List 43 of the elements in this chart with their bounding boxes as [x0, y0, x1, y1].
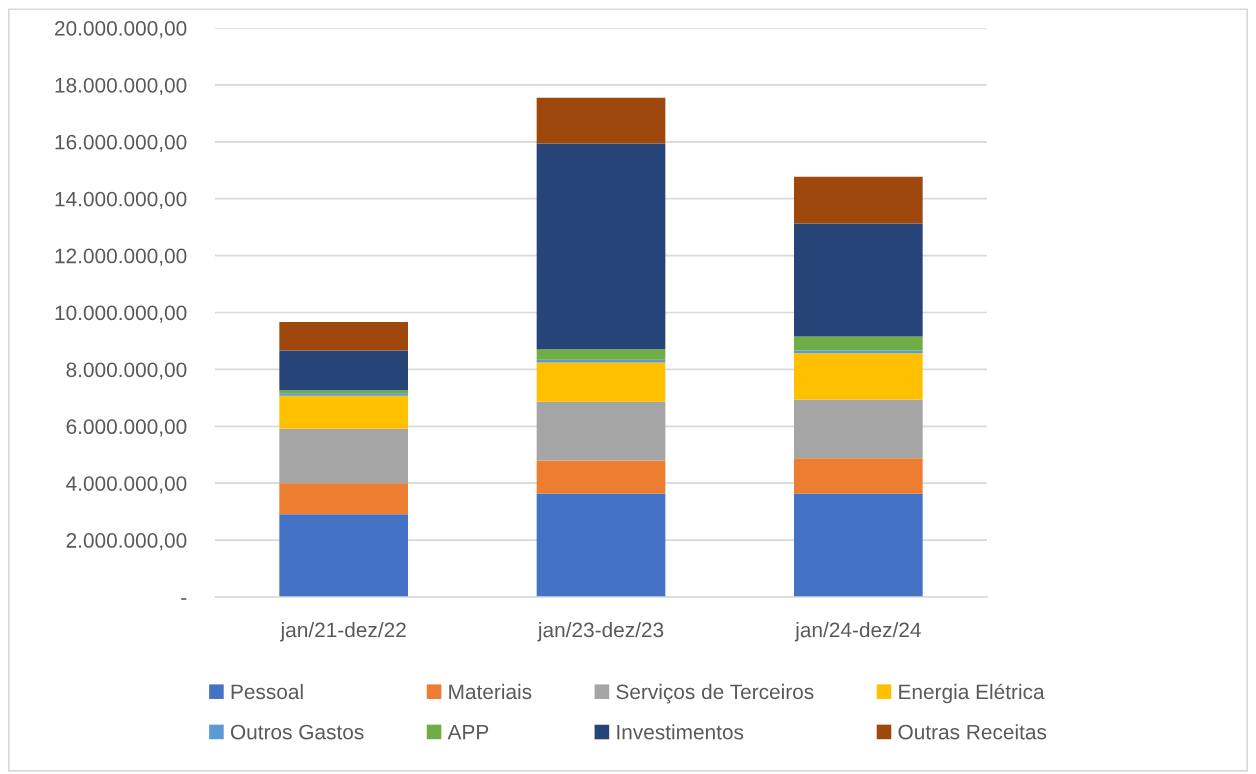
- bar: [536, 349, 666, 360]
- x-tick-label: jan/23-dez/23: [537, 622, 664, 642]
- bar: [536, 401, 666, 461]
- y-tick-label: 18.000.000,00: [55, 77, 187, 96]
- y-tick-label: 20.000.000,00: [55, 21, 187, 39]
- y-tick-label: 8.000.000,00: [66, 362, 187, 380]
- bar: [794, 458, 923, 494]
- y-tick-label: 14.000.000,00: [55, 191, 187, 209]
- bar: [536, 97, 666, 144]
- x-tick-label: jan/21-dez/22: [280, 622, 406, 642]
- legend-label: Materiais: [449, 683, 532, 700]
- legend-label: Serviços de Terceiros: [616, 683, 814, 704]
- y-tick-label: 2.000.000,00: [66, 533, 187, 551]
- y-tick-label: 4.000.000,00: [66, 476, 187, 494]
- bar: [279, 483, 408, 515]
- y-tick-label: 16.000.000,00: [55, 134, 187, 153]
- bar: [279, 428, 408, 484]
- legend-label: Energia Elétrica: [899, 683, 1045, 704]
- y-tick-label: 12.000.000,00: [55, 248, 187, 266]
- y-tick-label: 10.000.000,00: [55, 305, 187, 323]
- bar: [794, 223, 923, 337]
- legend-label: Pessoal: [231, 683, 303, 700]
- legend-label: Investimentos: [617, 724, 744, 740]
- bar: [794, 493, 923, 597]
- bar: [794, 353, 923, 400]
- bar: [794, 399, 923, 459]
- y-tick-label: -: [181, 598, 187, 600]
- bar: [536, 493, 666, 597]
- bar: [279, 350, 408, 391]
- y-tick-label: 6.000.000,00: [66, 419, 187, 437]
- legend-label: Outros Gastos: [230, 724, 364, 740]
- bar: [279, 321, 408, 351]
- bar: [536, 362, 666, 402]
- legend-label: Outras Receitas: [898, 724, 1047, 740]
- bar: [536, 460, 666, 494]
- bar: [536, 359, 666, 363]
- bar: [794, 176, 923, 224]
- x-tick-label: jan/24-dez/24: [794, 622, 921, 642]
- bar: [536, 143, 666, 350]
- legend-label: APP: [447, 724, 489, 740]
- bar: [279, 395, 408, 429]
- bar: [279, 514, 408, 597]
- bar: [794, 336, 923, 351]
